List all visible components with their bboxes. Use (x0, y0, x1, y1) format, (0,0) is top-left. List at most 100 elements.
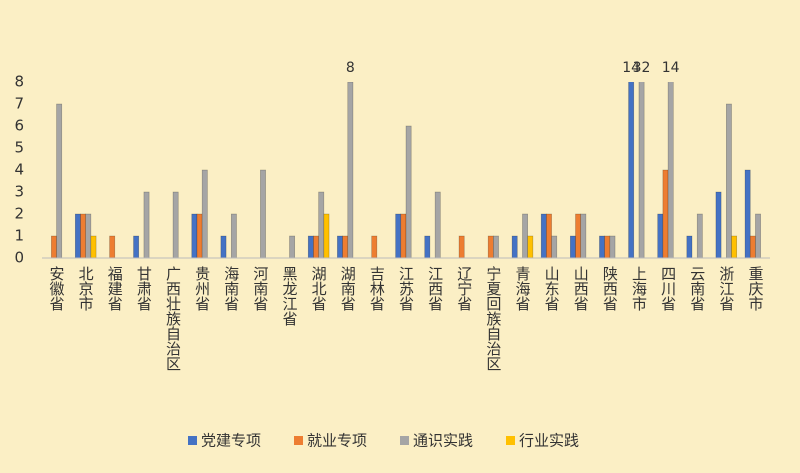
bar (527, 235, 534, 259)
y-tick-label: 4 (14, 161, 24, 179)
x-tick-label: 重庆市 (746, 266, 764, 311)
x-tick-label: 黑龙江省 (281, 266, 299, 326)
legend-swatch (400, 436, 409, 445)
data-label: 14 (622, 60, 640, 76)
data-label: 14 (662, 60, 680, 76)
legend-label: 通识实践 (413, 432, 473, 450)
bar (323, 213, 330, 259)
bar (313, 235, 319, 259)
bar (230, 213, 237, 259)
bar (755, 213, 761, 259)
bar (85, 213, 92, 259)
x-tick-label: 陕西省 (601, 266, 619, 311)
bar (201, 169, 208, 259)
bar (604, 235, 611, 259)
y-tick-label: 3 (14, 183, 24, 201)
legend-label: 就业专项 (307, 432, 367, 450)
x-tick-label: 青海省 (513, 266, 531, 311)
bar (580, 213, 587, 259)
bar (686, 235, 693, 259)
bar (570, 235, 576, 259)
bar (522, 213, 528, 259)
bar (540, 213, 547, 259)
x-tick-label: 福建省 (106, 266, 124, 311)
bar (731, 235, 738, 259)
bar (191, 213, 198, 259)
bar (493, 235, 499, 259)
x-tick-label: 四川省 (659, 266, 677, 311)
bar (511, 235, 518, 259)
bar (289, 235, 296, 259)
x-tick-label: 上海市 (630, 266, 648, 311)
x-tick-label: 甘肃省 (135, 266, 153, 311)
x-tick-label: 海南省 (222, 266, 240, 311)
y-tick-label: 0 (14, 249, 24, 267)
x-tick-label: 山西省 (572, 266, 590, 311)
bar (657, 213, 664, 259)
bar (405, 125, 412, 259)
bar (628, 82, 635, 259)
bar (662, 169, 669, 259)
bar (371, 235, 378, 259)
bar (395, 213, 402, 259)
bar (551, 235, 558, 259)
x-tick-label: 广西壮族自治区 (164, 266, 182, 371)
bar (744, 169, 751, 259)
bar (196, 213, 203, 259)
y-tick-label: 8 (14, 73, 24, 91)
x-tick-label: 河南省 (251, 266, 269, 311)
bar (575, 213, 582, 259)
x-tick-label: 吉林省 (368, 266, 386, 311)
bar (90, 235, 97, 259)
bar (667, 82, 674, 259)
x-tick-label: 江苏省 (397, 266, 415, 311)
x-tick-label: 江西省 (426, 266, 444, 311)
bar (109, 235, 116, 259)
bar (458, 235, 465, 259)
bar (546, 213, 552, 259)
x-tick-label: 湖南省 (339, 266, 357, 311)
legend-label: 党建专项 (201, 432, 261, 450)
bar (342, 235, 349, 259)
y-tick-label: 7 (14, 95, 24, 113)
legend-swatch (294, 436, 303, 445)
data-label: 8 (346, 60, 355, 76)
x-tick-label: 云南省 (688, 266, 706, 311)
plot-area (51, 82, 761, 259)
x-tick-label: 安徽省 (48, 266, 66, 311)
data-label: 32 (633, 60, 651, 76)
bar (307, 235, 314, 259)
bar (143, 191, 150, 259)
bar (337, 235, 343, 259)
bar (260, 169, 266, 259)
bar (172, 191, 179, 259)
bar (51, 235, 57, 259)
y-tick-label: 5 (14, 139, 24, 157)
bar (599, 235, 605, 259)
legend-swatch (188, 436, 197, 445)
bar (347, 82, 354, 259)
x-tick-label: 贵州省 (193, 266, 211, 311)
bar (487, 235, 494, 259)
bar (318, 191, 325, 259)
x-tick-label: 宁夏回族自治区 (484, 266, 502, 371)
bar (400, 213, 407, 259)
bar (56, 103, 63, 259)
bar (424, 235, 431, 259)
legend-label: 行业实践 (519, 432, 579, 450)
bar (80, 213, 86, 259)
bar (749, 235, 756, 259)
bar (220, 235, 227, 259)
y-tick-label: 1 (14, 227, 24, 245)
y-tick-label: 6 (14, 117, 24, 135)
bar (434, 191, 441, 259)
x-tick-label: 浙江省 (717, 266, 735, 311)
legend-swatch (506, 436, 515, 445)
x-tick-label: 湖北省 (310, 266, 328, 311)
bar (133, 235, 140, 259)
bar (74, 213, 81, 259)
x-tick-label: 辽宁省 (455, 266, 473, 311)
x-tick-label: 北京市 (77, 266, 95, 311)
